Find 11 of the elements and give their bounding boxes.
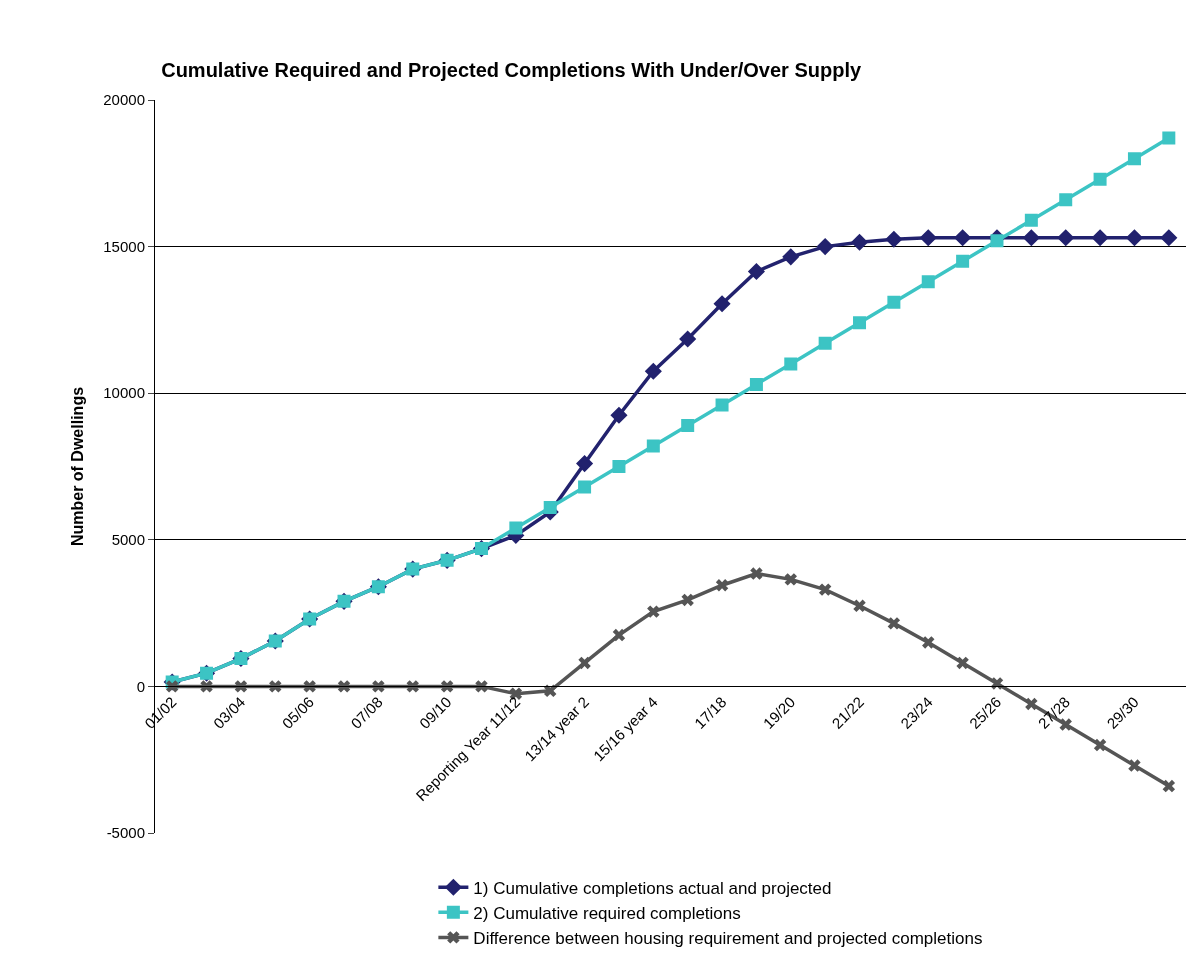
y-tick-label: 15000 [103,237,145,255]
y-tick-label: 10000 [103,384,145,402]
legend-label: 1) Cumulative completions actual and projected [473,878,832,898]
y-axis-title: Number of Dwellings [69,386,87,547]
legend-label: 2) Cumulative required completions [473,903,741,923]
y-tick-label: 0 [136,677,145,695]
y-tick-label: 5000 [111,531,145,549]
chart-title: Cumulative Required and Projected Completions With Under/Over Supply [161,58,862,81]
legend-label: Difference between housing requirement and projected completions [473,929,983,949]
y-tick-label: -5000 [106,824,145,842]
y-tick-label: 20000 [103,91,145,109]
